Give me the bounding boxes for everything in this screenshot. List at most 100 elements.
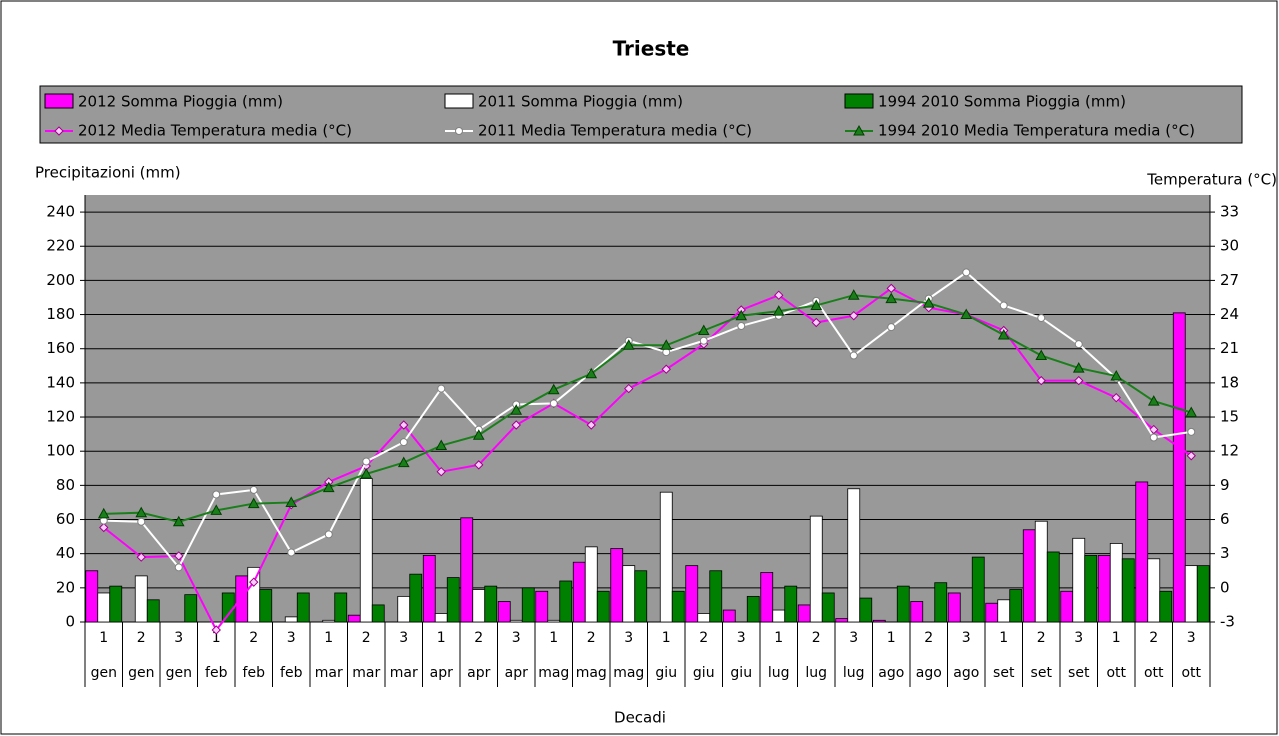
y-tick-label: 80 [56,476,75,494]
point [435,439,448,451]
point [137,517,146,526]
bar [910,601,924,623]
x-group-label: ago [916,665,942,681]
bar [409,573,423,623]
x-group-label: lug [805,665,827,681]
bar [997,599,1011,623]
point [174,563,183,572]
point [999,301,1008,310]
line [103,271,1192,570]
bar [1159,590,1173,623]
bar [559,580,573,623]
x-group-label: apr [505,665,528,681]
y2-tick-label: 15 [1220,408,1239,426]
point [511,420,521,430]
x-group-label: ott [1181,665,1201,681]
legend-marker [853,124,865,136]
legend-marker [455,127,463,135]
legend-label: 2012 Somma Pioggia (mm) [78,93,283,111]
point [285,496,298,507]
point [622,339,635,350]
y2-tick-label: 27 [1220,271,1239,289]
point [699,336,708,345]
bar [746,595,760,623]
bar [859,597,873,623]
chart-title: Trieste [613,37,690,61]
point [399,438,408,447]
y-tick-label: 220 [46,237,75,255]
bar [634,570,648,623]
bar [472,589,486,623]
x-tick-label: 1 [1112,630,1121,646]
x-group-label: ago [878,665,904,681]
x-tick-label: 1 [774,630,783,646]
point [1147,395,1160,406]
bar [371,604,385,623]
point [360,467,373,479]
point [1149,433,1158,442]
point [1186,451,1196,461]
bar [872,619,886,623]
legend-label: 2012 Media Temperatura media (°C) [78,122,352,140]
y2-tick-label: 12 [1220,442,1239,460]
bar [1109,543,1123,623]
point [249,577,259,587]
x-tick-label: 2 [699,630,708,646]
x-tick-label: 3 [849,630,858,646]
point [1187,427,1196,436]
point [1035,349,1048,361]
y2-axis-title: Temperatura (°C) [1146,171,1277,189]
bar [809,515,823,623]
bar [1046,551,1060,623]
point [1110,370,1123,381]
point [585,367,598,379]
bar [985,602,999,623]
x-group-label: apr [430,665,453,681]
point [547,383,560,395]
legend-label: 1994 2010 Somma Pioggia (mm) [878,93,1126,111]
x-axis-title: Decadi [614,709,666,727]
point [247,497,260,509]
x-group-label: gen [128,665,154,681]
point [322,481,335,493]
bar [1135,481,1149,623]
legend-swatch [44,93,74,109]
bar [334,592,348,623]
y2-tick-label: -3 [1220,613,1235,631]
x-group-label: ott [1144,665,1164,681]
bar [685,565,699,623]
bar [709,570,723,623]
x-group-label: set [1031,665,1053,681]
x-tick-label: 2 [1149,630,1158,646]
x-tick-label: 3 [1074,630,1083,646]
point [885,292,898,304]
point [172,515,185,527]
x-tick-label: 2 [474,630,483,646]
bar [296,592,310,623]
bar [1072,537,1086,623]
bar [596,590,610,623]
bar [347,614,361,623]
y-tick-label: 200 [46,271,75,289]
bar [509,619,523,623]
x-group-label: ago [953,665,979,681]
y2-tick-label: 24 [1220,305,1239,323]
bar [422,554,436,623]
x-tick-label: 1 [999,630,1008,646]
point [1036,375,1046,386]
bar [671,590,685,623]
point [1074,340,1083,349]
bar [784,585,798,623]
x-tick-label: 1 [99,630,108,646]
x-group-label: mar [315,665,343,681]
point [362,457,371,466]
point [135,506,148,518]
point [886,283,896,294]
bar [259,589,273,623]
point [211,625,221,635]
legend-label: 1994 2010 Media Temperatura media (°C) [878,122,1195,140]
plot-area [85,195,1210,622]
point [737,321,746,330]
point [472,429,485,440]
